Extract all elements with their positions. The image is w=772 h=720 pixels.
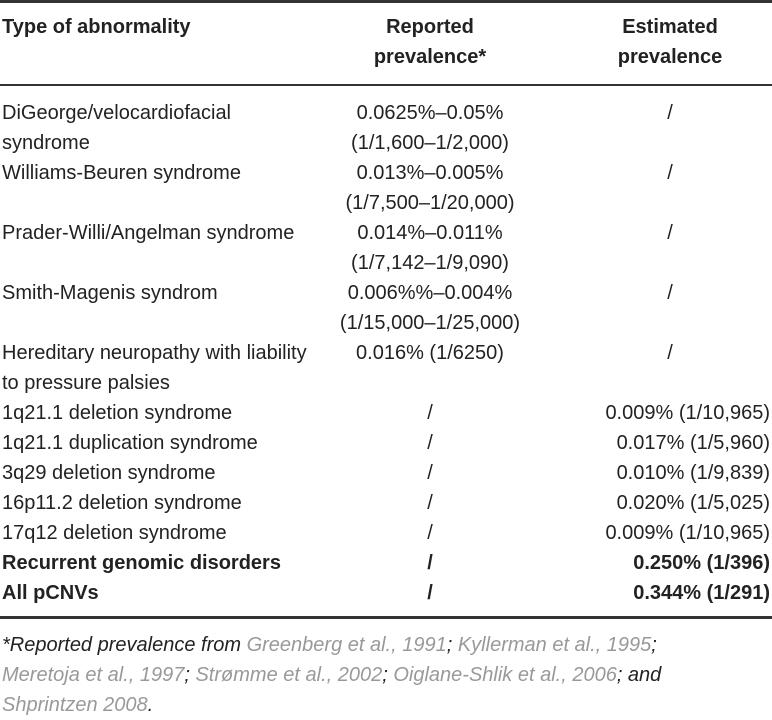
footnote: *Reported prevalence from Greenberg et a…: [2, 630, 770, 720]
footnote-sep: ;: [382, 664, 394, 686]
row9-estimated: 0.020% (1/5,025): [616, 492, 770, 514]
row4-reported-line1: 0.006%%–0.004%: [347, 282, 513, 304]
row11-reported: /: [427, 552, 433, 574]
row4-estimated: /: [667, 282, 673, 304]
row12-type: All pCNVs: [2, 582, 99, 604]
footnote-ref-kyllerman[interactable]: Kyllerman et al., 1995: [457, 634, 652, 656]
header-estimated-line1: Estimated: [622, 16, 718, 38]
header-estimated-line2: prevalence: [617, 46, 723, 68]
footnote-ref-shprintzen[interactable]: Shprintzen 2008: [2, 694, 148, 716]
row9-reported: /: [427, 492, 433, 514]
table-bottom-rule: [0, 616, 772, 619]
row5-reported: 0.016% (1/6250): [356, 342, 504, 364]
footnote-sep: ;: [651, 634, 657, 656]
row3-type: Prader-Willi/Angelman syndrome: [2, 222, 295, 244]
row6-type: 1q21.1 deletion syndrome: [2, 402, 233, 424]
row1-reported-line1: 0.0625%–0.05%: [356, 102, 504, 124]
row8-estimated: 0.010% (1/9,839): [616, 462, 770, 484]
header-reported-line1: Reported: [386, 16, 474, 38]
row6-reported: /: [427, 402, 433, 424]
header-rule: [0, 84, 772, 86]
row10-reported: /: [427, 522, 433, 544]
row11-estimated: 0.250% (1/396): [633, 552, 770, 574]
footnote-ref-meretoja[interactable]: Meretoja et al., 1997: [2, 664, 185, 686]
row10-type: 17q12 deletion syndrome: [2, 522, 227, 544]
row2-reported-line2: (1/7,500–1/20,000): [345, 192, 515, 214]
row5-type-line2: to pressure palsies: [2, 372, 170, 394]
row1-reported-line2: (1/1,600–1/2,000): [351, 132, 509, 154]
row7-estimated: 0.017% (1/5,960): [616, 432, 770, 454]
row1-type-line1: DiGeorge/velocardiofacial: [2, 102, 232, 124]
footnote-ref-stromme[interactable]: Strømme et al., 2002: [195, 664, 383, 686]
row12-estimated: 0.344% (1/291): [633, 582, 770, 604]
row8-type: 3q29 deletion syndrome: [2, 462, 216, 484]
row6-estimated: 0.009% (1/10,965): [605, 402, 770, 424]
row5-estimated: /: [667, 342, 673, 364]
row7-type: 1q21.1 duplication syndrome: [2, 432, 258, 454]
row7-reported: /: [427, 432, 433, 454]
header-reported-line2: prevalence*: [373, 46, 487, 68]
footnote-sep: ;: [446, 634, 458, 656]
row3-estimated: /: [667, 222, 673, 244]
row2-estimated: /: [667, 162, 673, 184]
row1-type-line2: syndrome: [2, 132, 90, 154]
footnote-suffix: .: [147, 694, 154, 716]
row4-reported-line2: (1/15,000–1/25,000): [339, 312, 521, 334]
row2-type: Williams-Beuren syndrome: [2, 162, 241, 184]
footnote-ref-greenberg[interactable]: Greenberg et al., 1991: [246, 634, 447, 656]
row4-type: Smith-Magenis syndrom: [2, 282, 218, 304]
table-top-rule: [0, 0, 772, 3]
footnote-prefix: *Reported prevalence from: [2, 634, 247, 656]
row3-reported-line2: (1/7,142–1/9,090): [351, 252, 509, 274]
footnote-sep: ;: [184, 664, 196, 686]
row8-reported: /: [427, 462, 433, 484]
row3-reported-line1: 0.014%–0.011%: [357, 222, 503, 244]
header-type: Type of abnormality: [2, 16, 191, 38]
row12-reported: /: [427, 582, 433, 604]
row11-type: Recurrent genomic disorders: [2, 552, 281, 574]
row1-estimated: /: [667, 102, 673, 124]
row10-estimated: 0.009% (1/10,965): [605, 522, 770, 544]
row9-type: 16p11.2 deletion syndrome: [2, 492, 242, 514]
footnote-ref-oiglane-shlik[interactable]: Oiglane-Shlik et al., 2006: [393, 664, 617, 686]
row5-type-line1: Hereditary neuropathy with liability: [2, 342, 307, 364]
footnote-sep: ; and: [616, 664, 662, 686]
row2-reported-line1: 0.013%–0.005%: [356, 162, 504, 184]
